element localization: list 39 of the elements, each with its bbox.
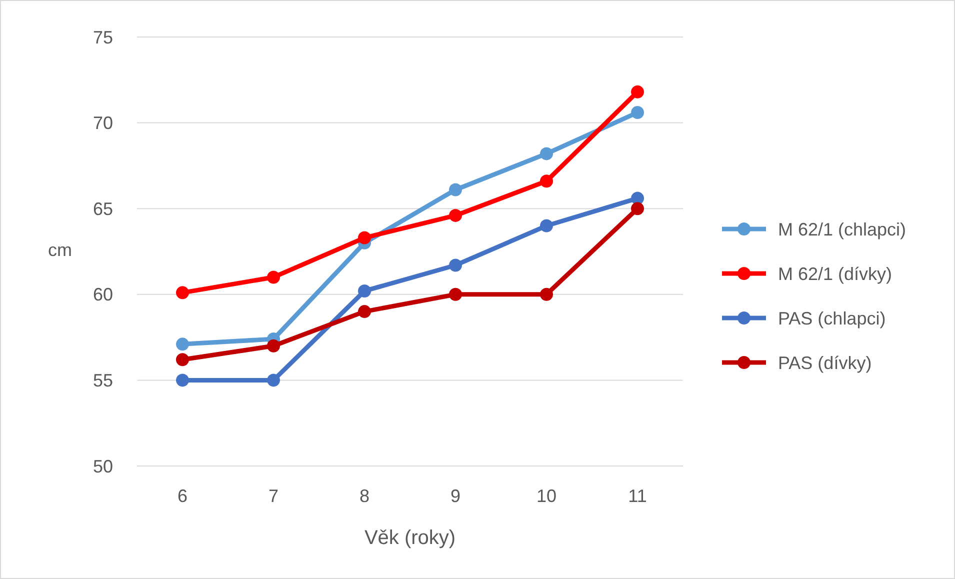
x-tick-label: 9 (450, 486, 461, 506)
y-tick-label: 75 (92, 27, 113, 48)
point (358, 284, 371, 298)
point (631, 85, 644, 98)
point (176, 286, 189, 300)
x-tick-label: 11 (628, 486, 647, 506)
point (267, 374, 280, 387)
x-tick-label: 7 (268, 486, 279, 506)
point (631, 106, 644, 120)
x-tick-label: 6 (177, 486, 188, 506)
y-tick-label: 70 (92, 113, 113, 134)
point (176, 374, 189, 387)
point (358, 305, 371, 318)
point (176, 353, 189, 366)
legend-label: M 62/1 (dívky) (778, 264, 892, 284)
point (540, 288, 553, 301)
point (267, 270, 280, 284)
point (449, 258, 462, 272)
point (540, 147, 553, 160)
point (631, 202, 644, 216)
point (358, 231, 371, 244)
x-tick-label: 8 (359, 486, 370, 506)
point (267, 339, 280, 352)
point (540, 219, 553, 232)
legend-label: M 62/1 (chlapci) (778, 219, 906, 240)
y-tick-label: 60 (92, 284, 113, 305)
point (449, 183, 462, 196)
point (449, 208, 462, 222)
point (449, 288, 462, 301)
y-axis-title: cm (48, 240, 72, 260)
point (540, 174, 553, 188)
x-axis-title: Věk (roky) (364, 527, 456, 549)
y-tick-label: 65 (92, 198, 113, 219)
legend-label: PAS (dívky) (778, 352, 872, 373)
legend-label: PAS (chlapci) (778, 308, 886, 328)
y-tick-label: 55 (92, 370, 113, 390)
point (176, 338, 189, 351)
y-tick-label: 50 (92, 456, 113, 476)
x-tick-label: 10 (536, 486, 557, 506)
